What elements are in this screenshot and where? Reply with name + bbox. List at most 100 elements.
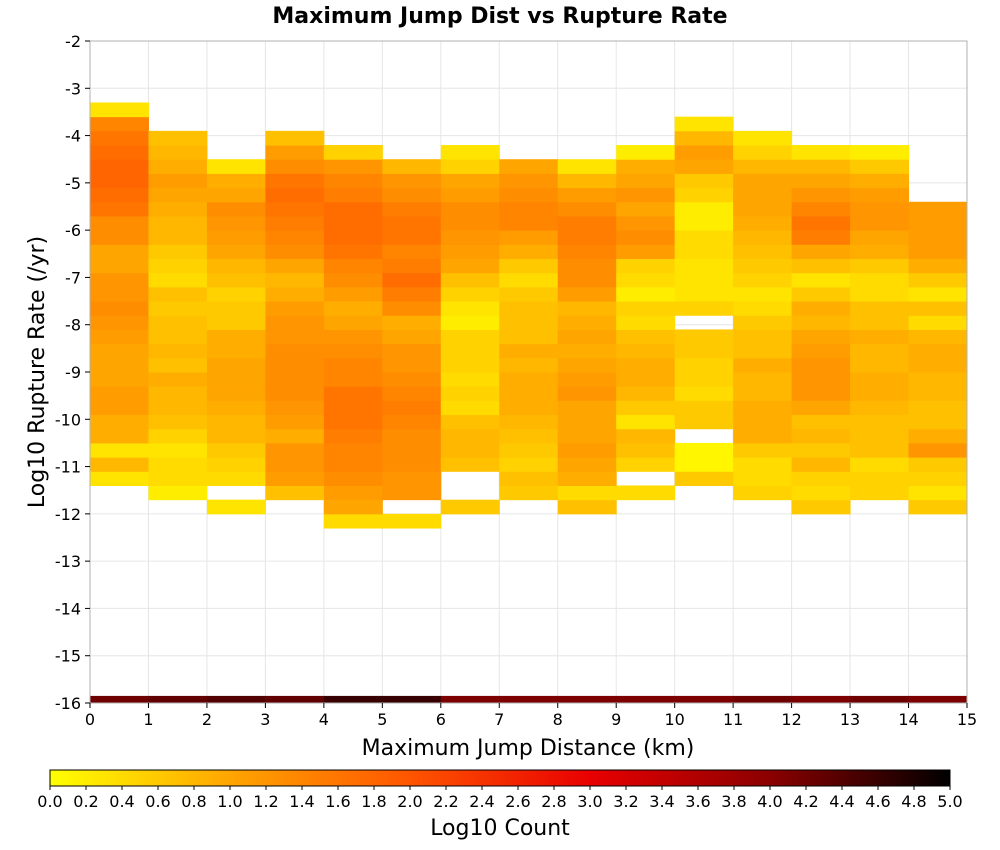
heatmap-cell — [674, 173, 734, 189]
heatmap-cell — [616, 301, 676, 316]
heatmap-cell — [791, 187, 851, 203]
heatmap-cell — [557, 428, 617, 444]
heatmap-cell — [206, 457, 266, 472]
heatmap-cell — [499, 471, 559, 486]
heatmap-cell — [674, 159, 734, 174]
heatmap-cell — [850, 457, 910, 472]
heatmap-cell — [90, 400, 149, 416]
heatmap-cell — [557, 215, 617, 231]
heatmap-cell — [323, 230, 383, 245]
heatmap-cell — [382, 258, 442, 274]
heatmap-cell — [908, 301, 968, 316]
heatmap-cell — [323, 372, 383, 387]
heatmap-cell — [908, 485, 968, 501]
heatmap-cell — [90, 286, 149, 302]
heatmap-cell — [616, 414, 676, 430]
heatmap-cell — [90, 329, 149, 345]
heatmap-cell — [674, 386, 734, 401]
heatmap-cell — [499, 201, 559, 217]
heatmap-cell — [206, 343, 266, 359]
heatmap-cell — [90, 272, 149, 288]
heatmap-cell — [733, 386, 793, 401]
heatmap-cell — [908, 258, 968, 274]
heatmap-cell — [265, 343, 325, 359]
heatmap-cell — [323, 315, 383, 330]
heatmap-cell — [674, 116, 734, 132]
heatmap-cell — [791, 173, 851, 189]
heatmap-cell — [265, 286, 325, 302]
heatmap-cell — [265, 414, 325, 430]
heatmap-cell — [557, 159, 617, 174]
y-tick-label: -13 — [55, 552, 81, 571]
heatmap-cell — [148, 695, 208, 703]
heatmap-cell — [499, 457, 559, 472]
heatmap-cell — [382, 159, 442, 174]
x-tick-label: 9 — [611, 710, 621, 729]
heatmap-cell — [265, 201, 325, 217]
heatmap-cell — [206, 173, 266, 189]
heatmap-cell — [265, 258, 325, 274]
heatmap-cell — [206, 428, 266, 444]
colorbar-tick-label: 0.6 — [145, 792, 170, 811]
heatmap-cell — [265, 372, 325, 387]
heatmap-cell — [557, 201, 617, 217]
heatmap-cell — [148, 272, 208, 288]
heatmap-cell — [206, 414, 266, 430]
heatmap-cell — [674, 244, 734, 260]
heatmap-cell — [148, 357, 208, 373]
heatmap-cell — [148, 343, 208, 359]
heatmap-cell — [791, 457, 851, 472]
heatmap-cell — [265, 485, 325, 501]
heatmap-cell — [90, 201, 149, 217]
x-axis-label: Maximum Jump Distance (km) — [362, 736, 695, 761]
heatmap-cell — [382, 357, 442, 373]
heatmap-cell — [323, 187, 383, 203]
heatmap-cell — [791, 471, 851, 486]
y-tick-label: -12 — [55, 505, 81, 524]
x-tick-label: 12 — [781, 710, 801, 729]
y-axis-label: Log10 Rupture Rate (/yr) — [25, 236, 50, 508]
x-tick-label: 3 — [260, 710, 270, 729]
heatmap-cell — [323, 159, 383, 174]
heatmap-cell — [908, 315, 968, 330]
heatmap-cell — [148, 400, 208, 416]
heatmap-cell — [791, 315, 851, 330]
heatmap-cell — [908, 471, 968, 486]
heatmap-cell — [908, 442, 968, 458]
heatmap-cell — [148, 457, 208, 472]
heatmap-cell — [206, 272, 266, 288]
heatmap-cell — [323, 442, 383, 458]
y-tick-label: -16 — [55, 694, 81, 713]
heatmap-cell — [148, 414, 208, 430]
colorbar — [49, 769, 951, 787]
heatmap-cell — [265, 386, 325, 401]
heatmap-cell — [733, 173, 793, 189]
heatmap-cell — [265, 695, 325, 703]
heatmap-cell — [499, 372, 559, 387]
heatmap-cell — [265, 130, 325, 146]
heatmap-cell — [265, 457, 325, 472]
heatmap-cell — [674, 372, 734, 387]
heatmap-cell — [733, 471, 793, 486]
heatmap-cell — [616, 286, 676, 302]
heatmap-cell — [908, 428, 968, 444]
heatmap-cell — [908, 201, 968, 217]
colorbar-tick-label: 2.6 — [505, 792, 530, 811]
heatmap-cell — [733, 230, 793, 245]
heatmap-cell — [440, 159, 500, 174]
heatmap-cell — [440, 386, 500, 401]
heatmap-cell — [440, 457, 500, 472]
heatmap-cell — [499, 357, 559, 373]
colorbar-tick-label: 4.8 — [901, 792, 926, 811]
y-tick-label: -2 — [65, 32, 81, 51]
colorbar-tick-label: 2.4 — [469, 792, 494, 811]
heatmap-cell — [323, 329, 383, 345]
heatmap-cell — [382, 187, 442, 203]
heatmap-cell — [616, 357, 676, 373]
heatmap-cell — [850, 695, 910, 703]
heatmap-cell — [265, 301, 325, 316]
x-tick-label: 1 — [143, 710, 153, 729]
colorbar-tick-label: 2.0 — [397, 792, 422, 811]
heatmap-cell — [440, 414, 500, 430]
heatmap-cell — [850, 258, 910, 274]
